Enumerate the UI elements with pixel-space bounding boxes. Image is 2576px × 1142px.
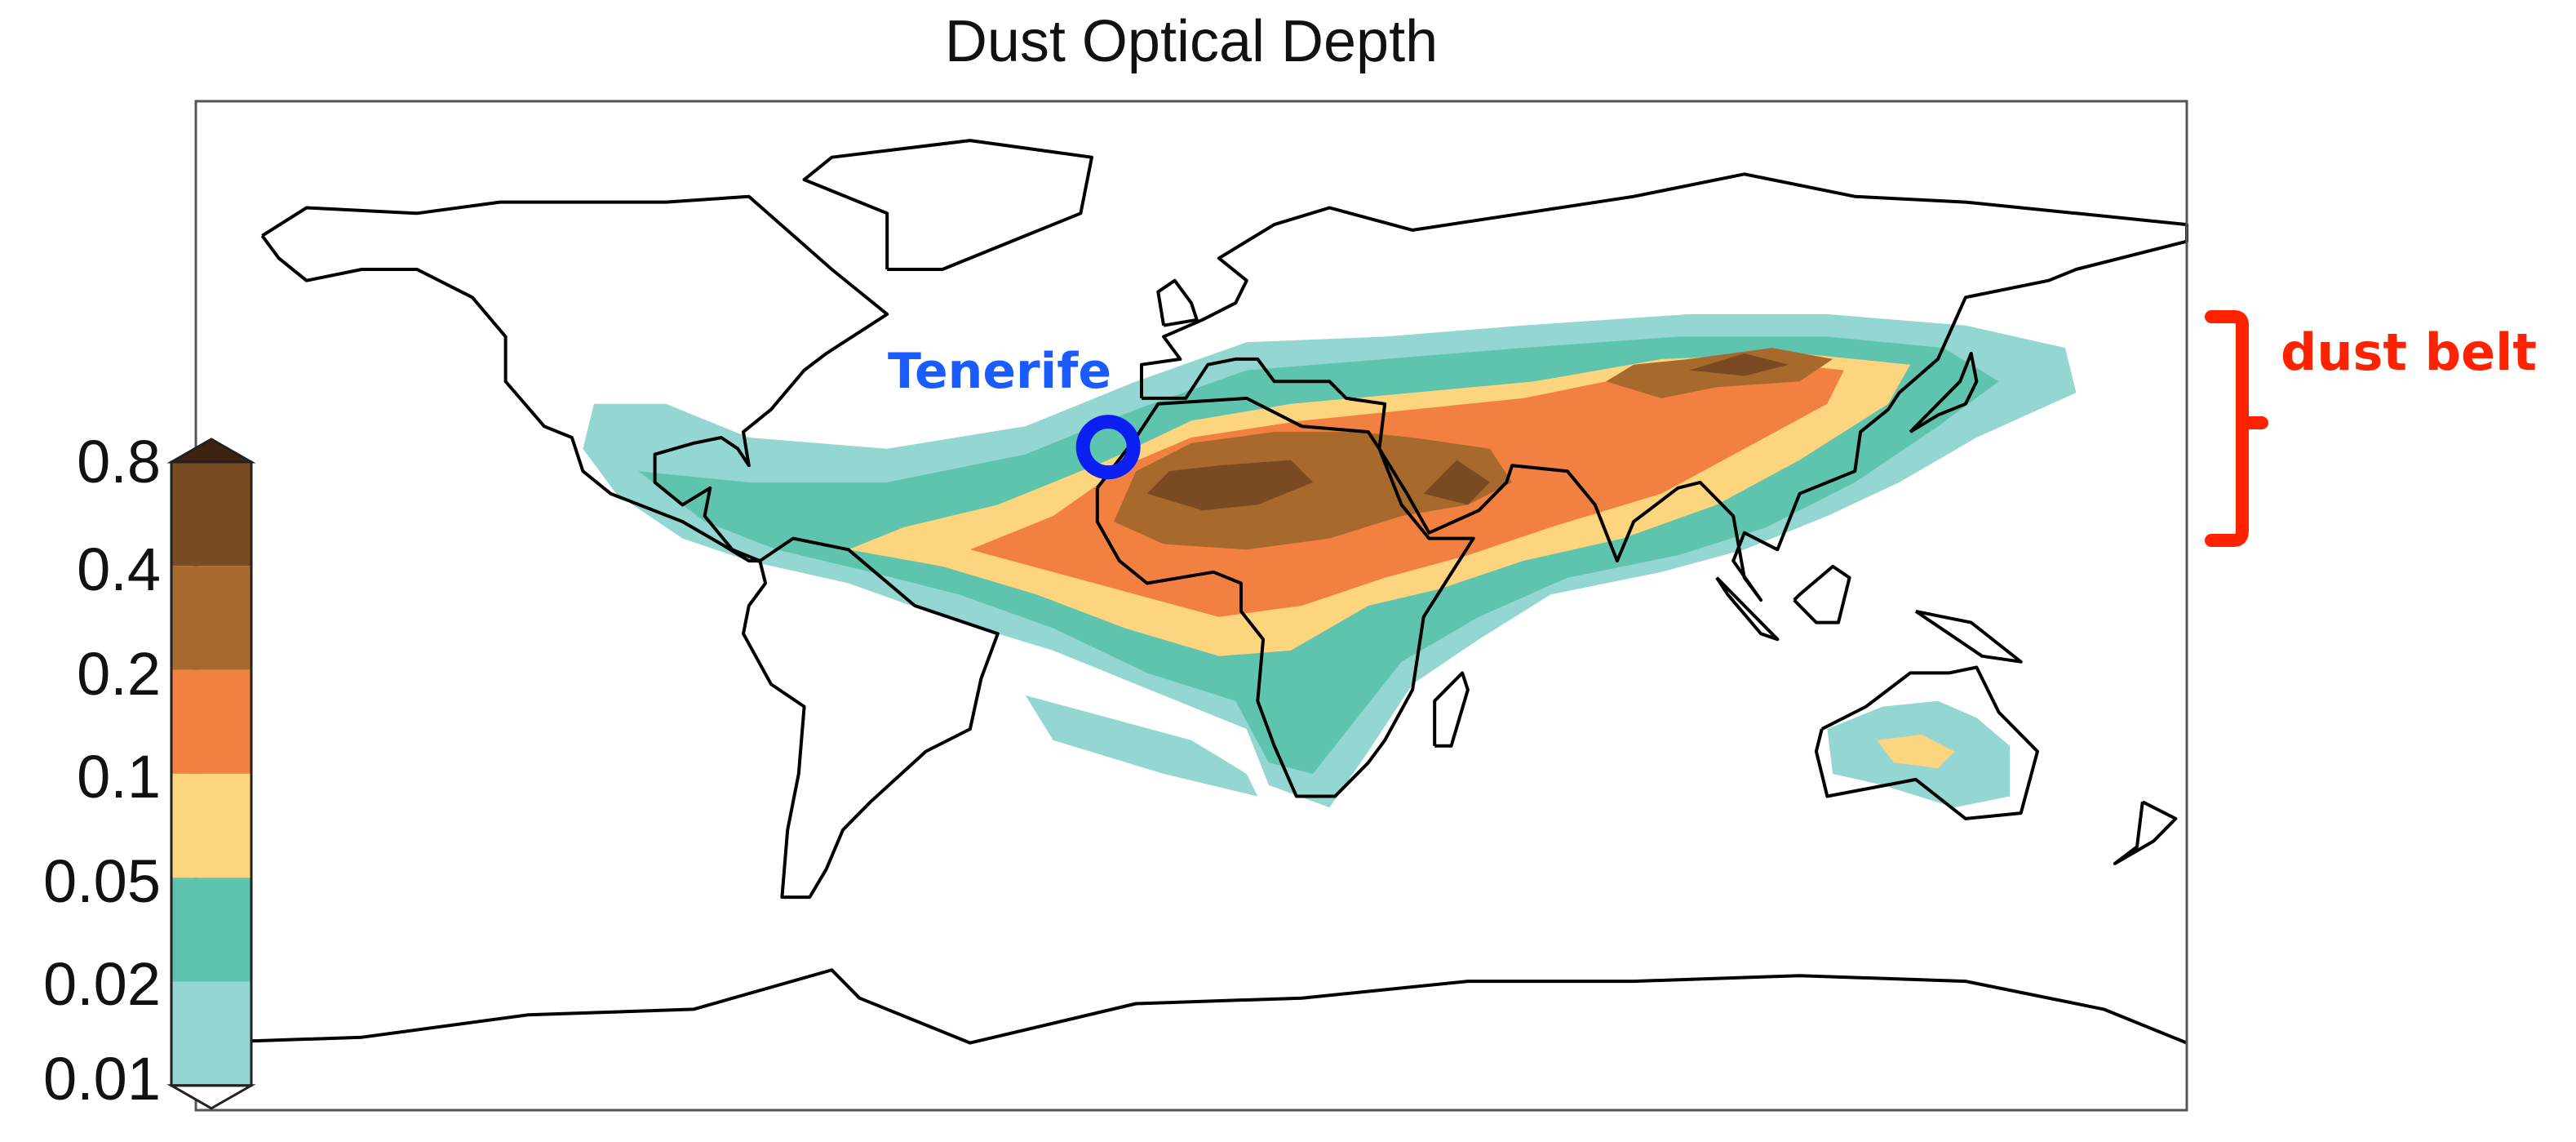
- colorbar-tick-label: 0.4: [77, 535, 161, 603]
- dust-belt-label: dust belt: [2281, 322, 2537, 382]
- coastline-borneo: [1793, 564, 1851, 624]
- dust-region: [1877, 734, 1955, 769]
- colorbar: [166, 438, 256, 1110]
- coastline-south-america: [742, 536, 1000, 900]
- colorbar-swatch: [171, 773, 251, 878]
- colorbar-over-triangle: [166, 438, 256, 464]
- coastlines: [195, 139, 2188, 1045]
- coastline-uk: [1156, 278, 1199, 327]
- coastline-new-guinea: [1914, 609, 2023, 664]
- colorbar-tick-label: 0.02: [42, 950, 161, 1018]
- tenerife-label: Tenerife: [888, 343, 1112, 400]
- colorbar-tick-label: 0.01: [42, 1045, 161, 1113]
- dust-region: [1689, 353, 1789, 376]
- dust-region: [1146, 460, 1314, 511]
- dust-region: [1114, 432, 1513, 550]
- coastline-north-america: [260, 194, 889, 563]
- colorbar-tick-label: 0.05: [42, 847, 161, 915]
- coastline-madagascar: [1433, 671, 1470, 748]
- dust-belt-bracket: [2205, 310, 2268, 547]
- coastline-sumatra: [1715, 576, 1780, 642]
- coastline-australia: [1814, 665, 2039, 820]
- map-title: Dust Optical Depth: [944, 9, 1439, 74]
- colorbar-tick-label: 0.1: [77, 743, 161, 811]
- colorbar-swatch: [171, 566, 251, 670]
- coastline-eurasia: [1140, 172, 2188, 602]
- dust-region: [1025, 695, 1258, 797]
- dust-optical-depth-field: [583, 313, 2077, 808]
- coastline-japan: [1909, 352, 1979, 433]
- colorbar-tick-label: 0.2: [77, 640, 161, 708]
- coastline-africa: [1095, 396, 1475, 798]
- dust-region: [1423, 460, 1490, 505]
- colorbar-tick-label: 0.8: [77, 428, 161, 495]
- colorbar-swatch: [171, 878, 251, 982]
- colorbar-swatch: [171, 669, 251, 774]
- colorbar-swatch: [171, 462, 251, 567]
- colorbar-swatch: [171, 981, 251, 1086]
- coastline-new-zealand: [2113, 800, 2178, 865]
- tenerife-marker: [1075, 415, 1141, 480]
- colorbar-under-triangle: [166, 1084, 256, 1110]
- coastline-antarctica: [195, 968, 2188, 1045]
- colorbar-frame: [170, 460, 253, 1087]
- coastline-greenland: [802, 139, 1093, 271]
